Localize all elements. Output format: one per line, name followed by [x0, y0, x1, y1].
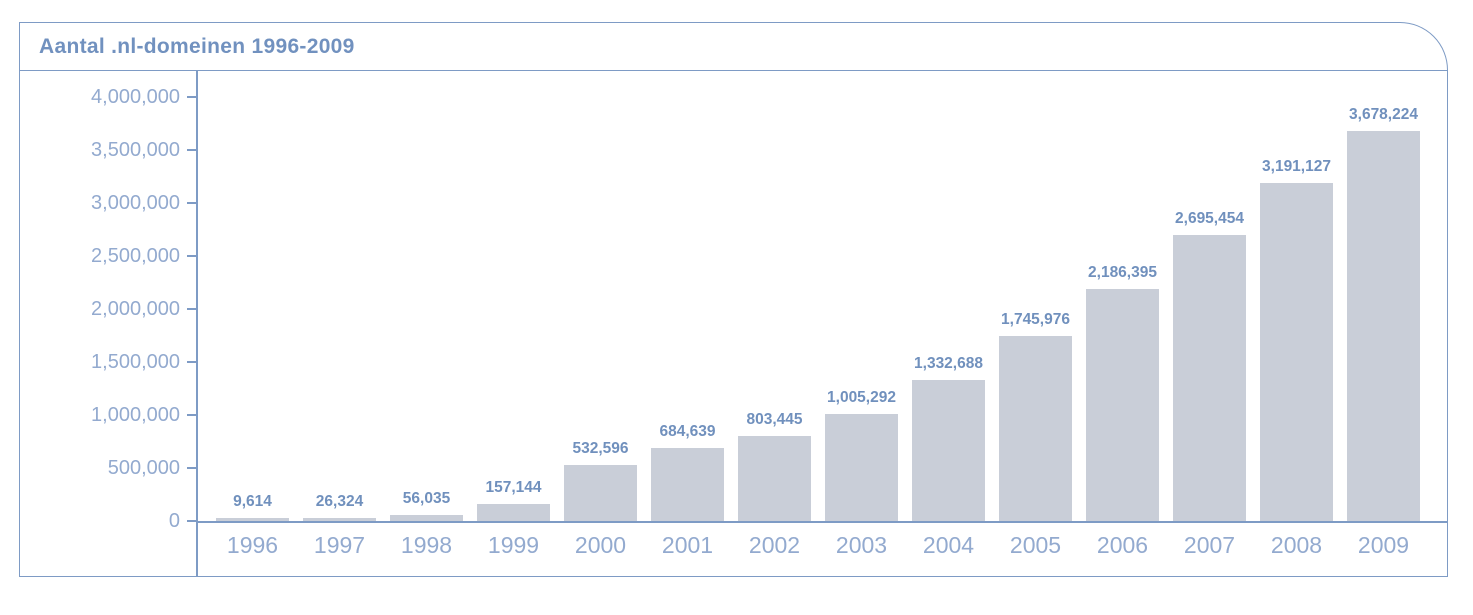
y-axis-tick-label: 3,000,000 [91, 192, 180, 214]
x-axis-label: 2000 [574, 532, 627, 558]
bar-2000 [564, 465, 637, 521]
chart-title: Aantal .nl-domeinen 1996-2009 [39, 34, 355, 58]
x-axis-label: 2009 [1357, 532, 1410, 558]
x-axis-label: 2001 [661, 532, 714, 558]
y-axis-tick-label: 3,500,000 [91, 139, 180, 161]
y-axis-tick-label: 500,000 [107, 457, 180, 479]
y-axis-tick [187, 467, 196, 469]
bar-value-label: 803,445 [746, 411, 803, 428]
chart-panel: Aantal .nl-domeinen 1996-2009 0 500,000 1,… [19, 22, 1448, 577]
y-axis-tick [187, 149, 196, 151]
y-axis-tick [187, 202, 196, 204]
x-axis-label: 1998 [400, 532, 453, 558]
x-axis-label: 2003 [835, 532, 888, 558]
x-axis-label: 2005 [1009, 532, 1062, 558]
y-axis-tick-label: 0 [168, 510, 180, 532]
x-axis-label: 1997 [313, 532, 366, 558]
y-axis-line [196, 71, 198, 576]
bar-value-label: 2,186,395 [1088, 264, 1157, 281]
bar-2006 [1086, 289, 1159, 521]
y-axis-tick [187, 255, 196, 257]
bar-value-label: 3,191,127 [1262, 158, 1331, 175]
bar-2009 [1347, 131, 1420, 521]
plot-area: 0 500,000 1,000,000 1,500,000 2,000,000 2,500… [20, 71, 1447, 576]
bar-2005 [999, 336, 1072, 521]
bar-value-label: 9,614 [233, 493, 272, 510]
x-axis-label: 2006 [1096, 532, 1149, 558]
y-axis-tick [187, 520, 196, 522]
x-axis-label: 2008 [1270, 532, 1323, 558]
bar-1996 [216, 518, 289, 521]
x-axis-label: 1996 [226, 532, 279, 558]
x-axis-label: 2004 [922, 532, 975, 558]
bar-2007 [1173, 235, 1246, 521]
chart-title-band: Aantal .nl-domeinen 1996-2009 [20, 23, 1447, 71]
bar-value-label: 3,678,224 [1349, 106, 1418, 123]
y-axis-tick-label: 2,500,000 [91, 245, 180, 267]
y-axis-tick [187, 308, 196, 310]
bar-value-label: 26,324 [315, 493, 364, 510]
bar-value-label: 157,144 [485, 479, 542, 496]
bar-1999 [477, 504, 550, 521]
bar-2003 [825, 414, 898, 521]
bar-2004 [912, 380, 985, 521]
x-axis-label: 2002 [748, 532, 801, 558]
y-axis-tick-label: 2,000,000 [91, 298, 180, 320]
bar-2001 [651, 448, 724, 521]
x-axis-label: 1999 [487, 532, 540, 558]
y-axis-tick-label: 1,000,000 [91, 404, 180, 426]
bar-value-label: 1,005,292 [827, 389, 896, 406]
bar-1998 [390, 515, 463, 521]
bar-value-label: 684,639 [659, 423, 716, 440]
bar-value-label: 1,745,976 [1001, 311, 1070, 328]
bar-2008 [1260, 183, 1333, 521]
y-axis-tick-label: 4,000,000 [91, 86, 180, 108]
y-axis-tick [187, 361, 196, 363]
bar-2002 [738, 436, 811, 521]
bar-value-label: 532,596 [572, 440, 629, 457]
y-axis-tick [187, 414, 196, 416]
bar-value-label: 1,332,688 [914, 355, 983, 372]
bar-value-label: 56,035 [402, 490, 451, 507]
y-axis-tick [187, 96, 196, 98]
x-axis-baseline [196, 521, 1447, 523]
y-axis-tick-label: 1,500,000 [91, 351, 180, 373]
x-axis-label: 2007 [1183, 532, 1236, 558]
bar-1997 [303, 518, 376, 521]
bar-value-label: 2,695,454 [1175, 210, 1244, 227]
